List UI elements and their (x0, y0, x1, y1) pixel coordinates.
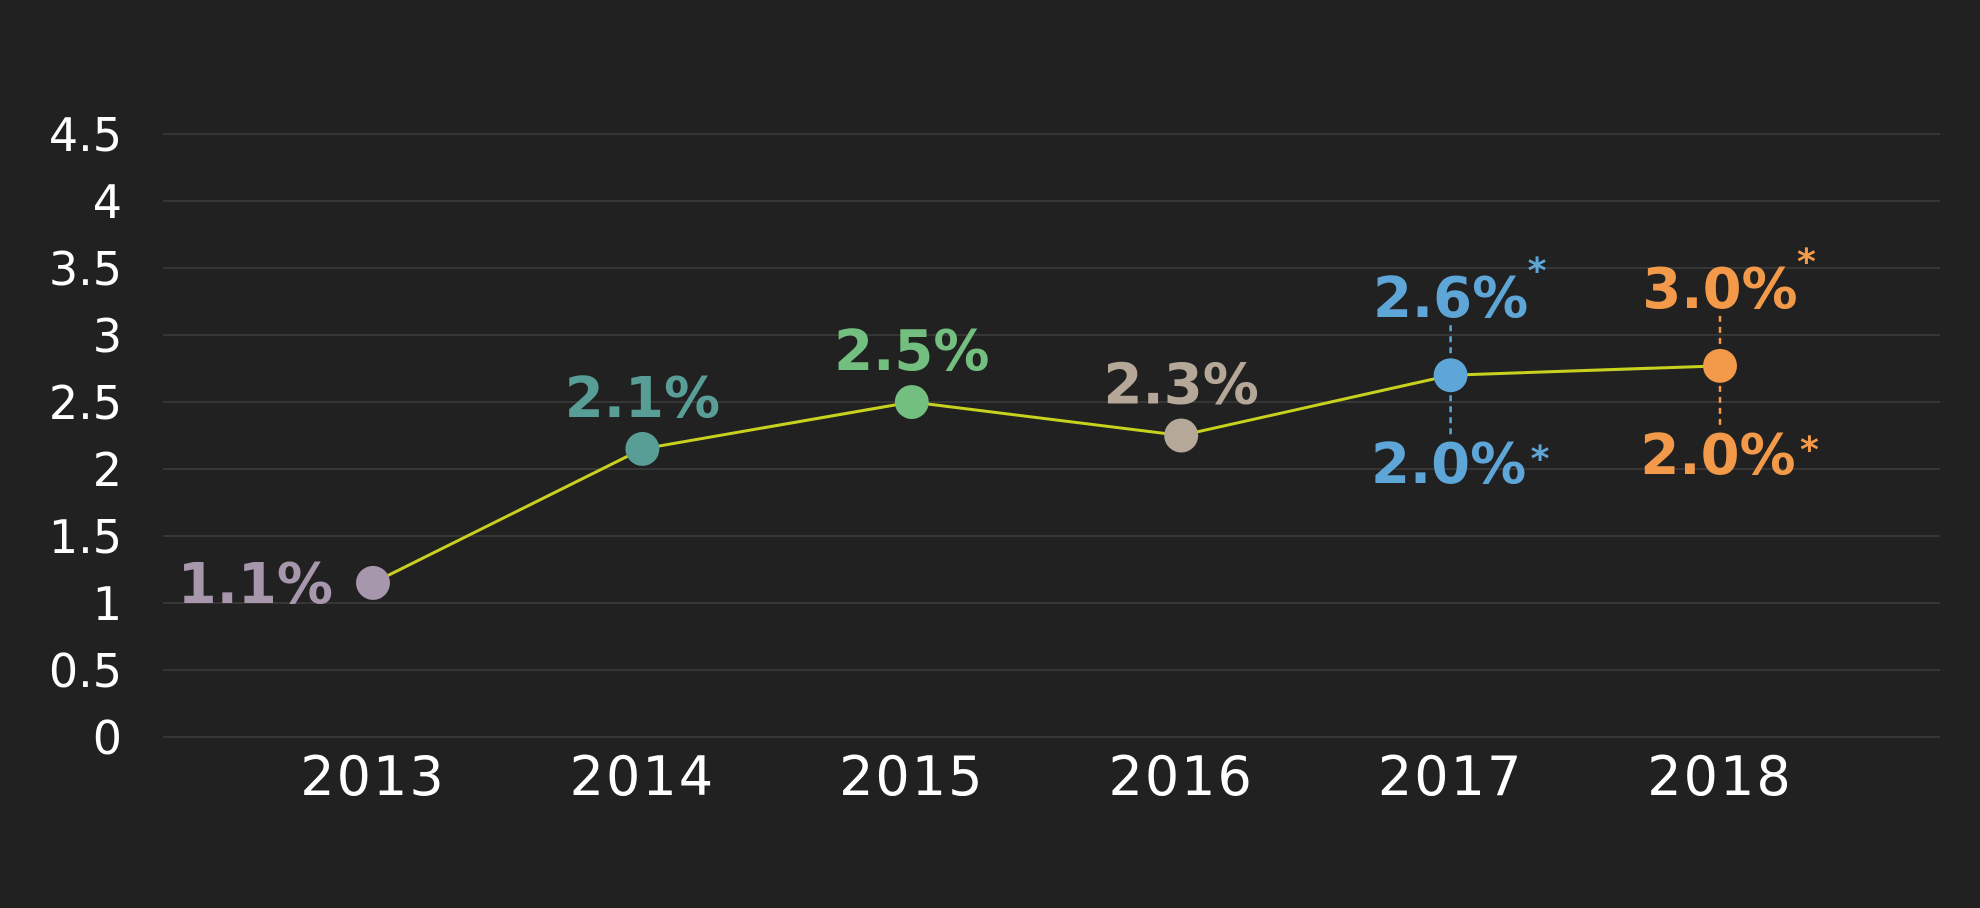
data-label-high: 3.0% (1642, 257, 1797, 322)
y-axis-ticks: 0 0.5 1 1.5 2 2.5 3 3.5 4 4.5 (49, 108, 122, 765)
x-tick-label: 2016 (1108, 745, 1253, 808)
gridlines (163, 133, 1940, 738)
data-label: 2.1% (565, 366, 720, 431)
x-tick-label: 2013 (300, 745, 445, 808)
y-tick-label: 0.5 (49, 644, 122, 698)
data-points (356, 348, 1737, 600)
data-point (1164, 418, 1199, 453)
data-label-high: 2.6% (1373, 266, 1528, 331)
data-labels: 1.1%2.1%2.5%2.3%2.6% *2.0% *3.0% *2.0% * (178, 242, 1819, 617)
data-label-low: 2.0% (1640, 423, 1795, 488)
data-label: 1.1% (178, 552, 333, 617)
series-line (372, 364, 1721, 585)
data-point (625, 431, 660, 466)
asterisk: * (1531, 439, 1550, 480)
asterisk: * (1528, 251, 1547, 292)
y-tick-label: 1.5 (49, 510, 122, 564)
data-label-low: 2.0% (1371, 432, 1526, 497)
asterisk: * (1797, 242, 1816, 283)
y-tick-label: 3.5 (49, 242, 122, 296)
data-label: 2.5% (834, 319, 989, 384)
x-tick-label: 2015 (839, 745, 984, 808)
data-point (1703, 348, 1737, 383)
y-tick-label: 0 (93, 711, 122, 765)
data-point (356, 565, 390, 600)
x-axis-ticks: 2013 2014 2015 2016 2017 2018 (300, 745, 1792, 808)
y-tick-label: 4 (93, 175, 122, 229)
asterisk: * (1800, 430, 1819, 471)
series-line-group (372, 315, 1722, 585)
y-tick-label: 2 (93, 443, 122, 497)
data-label: 2.3% (1104, 353, 1259, 418)
y-tick-label: 3 (93, 309, 122, 363)
data-point (1433, 358, 1468, 393)
x-tick-label: 2018 (1647, 745, 1792, 808)
y-tick-label: 1 (93, 577, 122, 631)
y-tick-label: 2.5 (49, 376, 122, 430)
x-tick-label: 2017 (1378, 745, 1523, 808)
x-tick-label: 2014 (570, 745, 715, 808)
data-point (894, 385, 929, 419)
y-tick-label: 4.5 (49, 108, 122, 162)
